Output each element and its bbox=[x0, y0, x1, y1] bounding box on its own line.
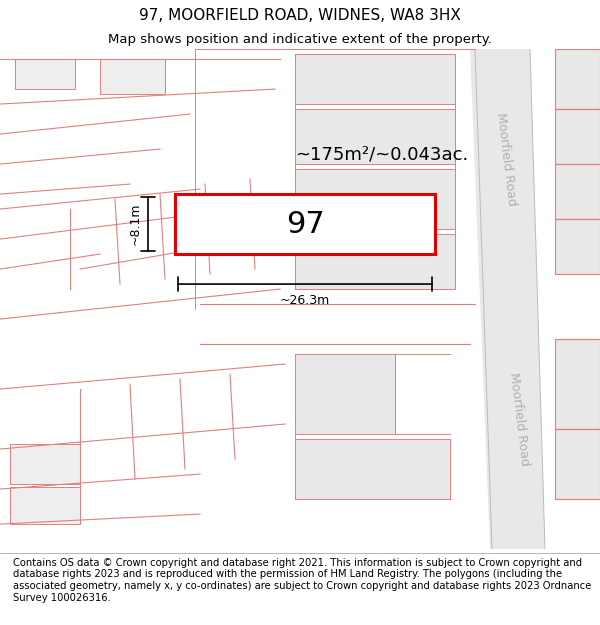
Polygon shape bbox=[555, 49, 600, 109]
Polygon shape bbox=[15, 59, 75, 89]
Text: Map shows position and indicative extent of the property.: Map shows position and indicative extent… bbox=[108, 32, 492, 46]
Polygon shape bbox=[555, 219, 600, 274]
Polygon shape bbox=[10, 444, 80, 484]
Polygon shape bbox=[295, 234, 455, 289]
Polygon shape bbox=[295, 54, 455, 104]
Text: 97, MOORFIELD ROAD, WIDNES, WA8 3HX: 97, MOORFIELD ROAD, WIDNES, WA8 3HX bbox=[139, 8, 461, 23]
Polygon shape bbox=[555, 164, 600, 219]
Polygon shape bbox=[555, 429, 600, 499]
Text: Moorfield Road: Moorfield Road bbox=[507, 372, 531, 466]
Polygon shape bbox=[470, 49, 545, 549]
Polygon shape bbox=[295, 169, 455, 229]
Polygon shape bbox=[295, 354, 395, 434]
Text: Moorfield Road: Moorfield Road bbox=[494, 112, 518, 206]
Text: ~175m²/~0.043ac.: ~175m²/~0.043ac. bbox=[295, 145, 468, 163]
Polygon shape bbox=[100, 59, 165, 94]
Text: ~8.1m: ~8.1m bbox=[129, 202, 142, 245]
Polygon shape bbox=[295, 109, 455, 164]
Polygon shape bbox=[175, 194, 435, 254]
Text: Contains OS data © Crown copyright and database right 2021. This information is : Contains OS data © Crown copyright and d… bbox=[13, 558, 592, 602]
Polygon shape bbox=[555, 339, 600, 429]
Text: ~26.3m: ~26.3m bbox=[280, 294, 330, 307]
Polygon shape bbox=[555, 109, 600, 164]
Text: 97: 97 bbox=[286, 209, 325, 239]
Polygon shape bbox=[295, 439, 450, 499]
Polygon shape bbox=[10, 487, 80, 524]
